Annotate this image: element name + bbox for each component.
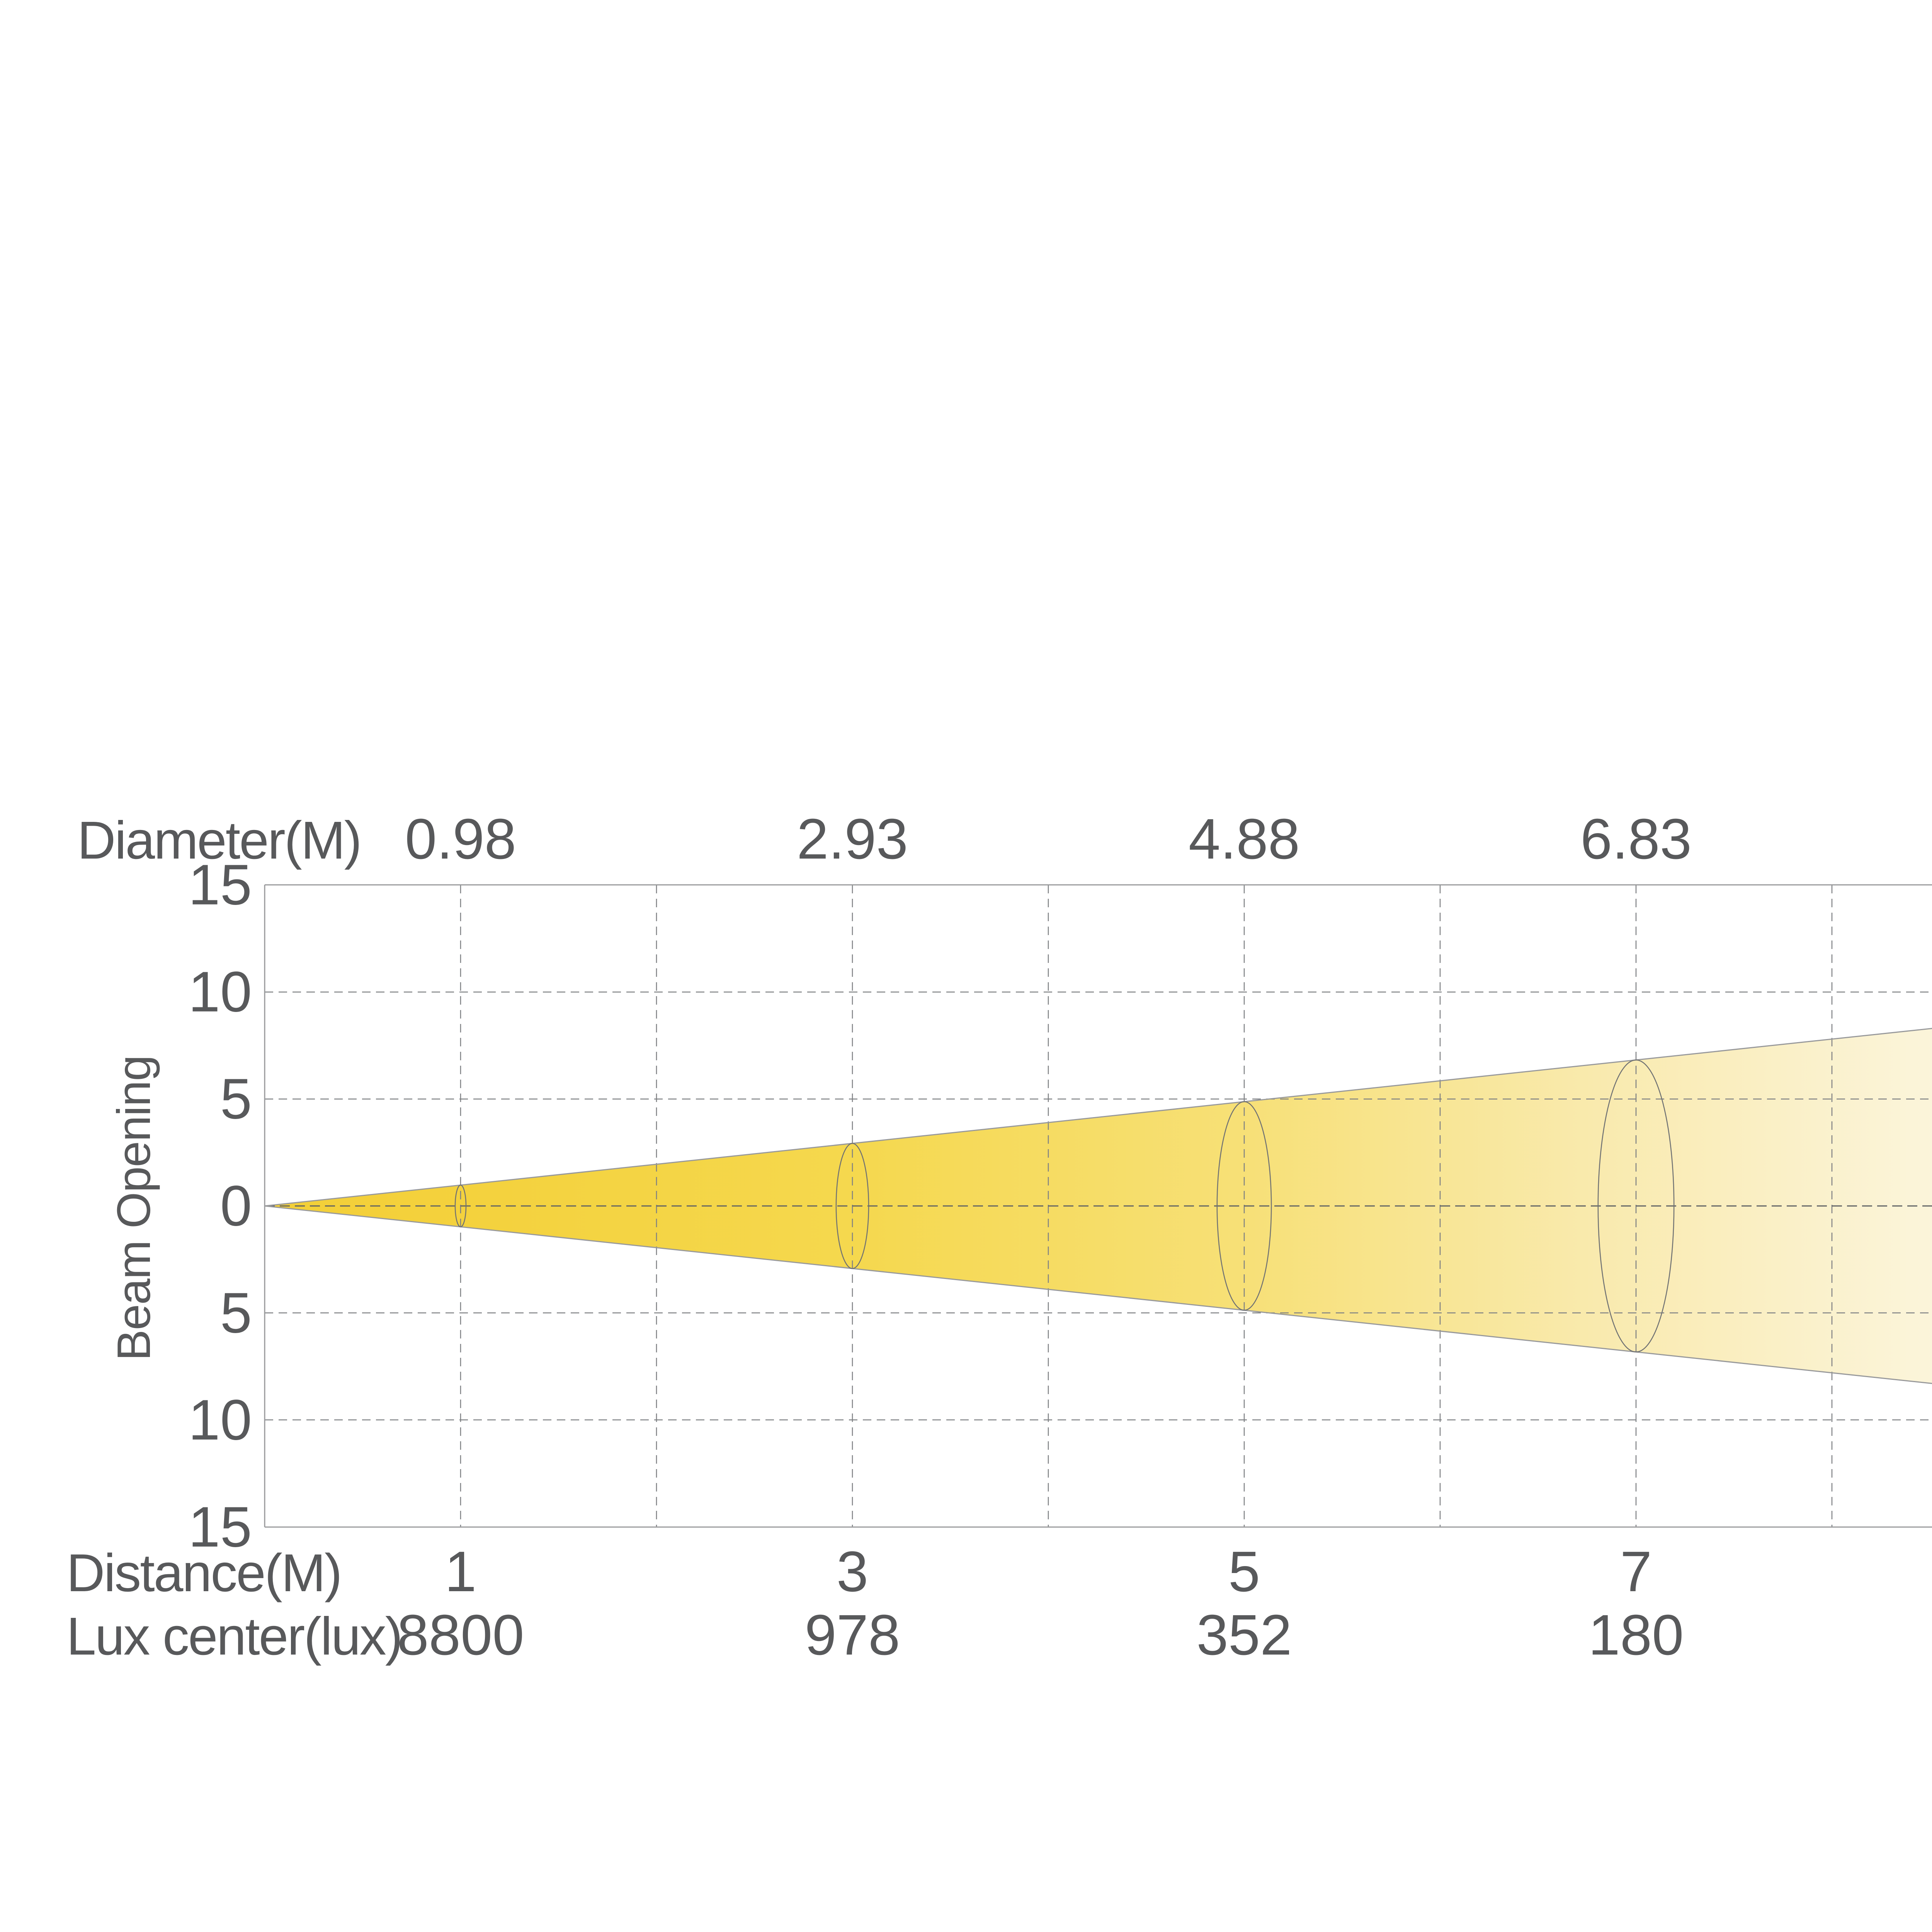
lux-center-value: 180 [1588,1603,1684,1667]
lux-center-value: 978 [805,1603,900,1667]
beam-section-ellipse [454,1184,467,1228]
beam-edge-lines-layer [264,1028,1932,1384]
left-axis-tick-value: 0 [220,1174,252,1238]
distance-tick-value: 7 [1620,1540,1652,1604]
beam-section-ellipses-layer [454,1059,1675,1353]
left-axis-label: Beam Opening [107,1056,160,1361]
lux-center-value: 8800 [397,1603,524,1667]
left-axis-tick-value: 10 [188,1388,252,1452]
top-axis-label: Diameter(M) [77,811,361,870]
beam-section-ellipse [1597,1059,1675,1353]
grid-lines-layer [265,885,1932,1527]
beam-lower-edge-line [264,1205,1932,1384]
beam-section-ellipse [835,1143,869,1269]
bottom-axis-label: Distance(M) [66,1543,341,1603]
distance-tick-value: 1 [445,1540,476,1604]
beam-section-ellipse [1216,1101,1272,1311]
top-axis-tick-value: 6.83 [1580,807,1692,871]
beam-upper-edge-line [264,1028,1932,1207]
left-axis-tick-value: 10 [188,960,252,1024]
left-axis-tick-value: 5 [220,1067,252,1131]
lux-center-value: 352 [1197,1603,1292,1667]
left-axis-tick-value: 15 [188,853,252,917]
top-axis-tick-value: 0.98 [405,807,516,871]
left-axis-tick-value: 15 [188,1495,252,1559]
tick-value-labels-layer: 0.982.934.886.839.7515105051015135710880… [188,807,1692,1667]
lux-axis-label: Lux center(lux) [66,1607,402,1666]
distance-tick-value: 5 [1228,1540,1260,1604]
left-axis-tick-value: 5 [220,1281,252,1345]
distance-tick-value: 3 [837,1540,868,1604]
top-axis-tick-value: 4.88 [1189,807,1300,871]
top-axis-tick-value: 2.93 [797,807,908,871]
